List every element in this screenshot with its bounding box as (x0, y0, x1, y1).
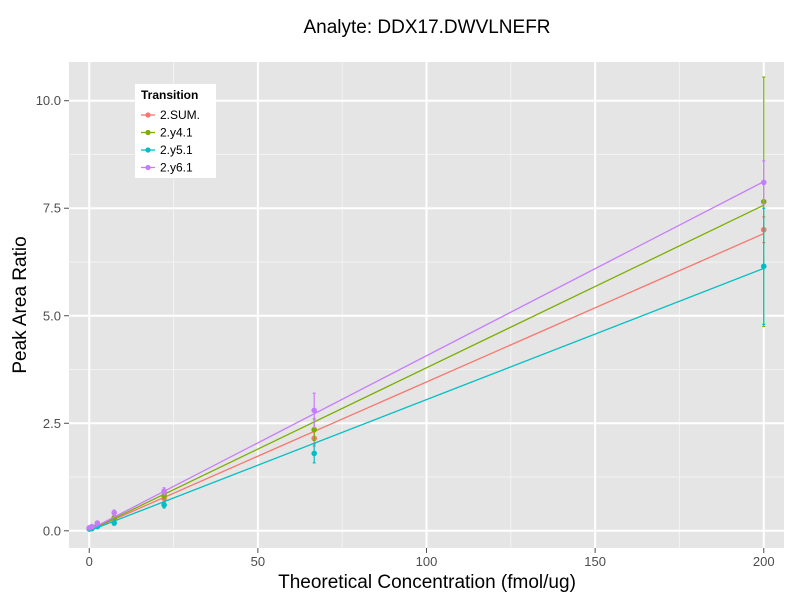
legend-label: 2.y5.1 (160, 143, 193, 157)
series-layer (86, 76, 767, 532)
legend-item: 2.y4.1 (141, 126, 193, 140)
x-axis-title: Theoretical Concentration (fmol/ug) (278, 572, 576, 593)
data-point (311, 407, 317, 414)
series-fit-line (88, 233, 765, 531)
x-tick-label: 200 (753, 554, 775, 569)
series-fit-line (89, 267, 764, 532)
x-tick-label: 100 (416, 554, 438, 569)
y-axis-title: Peak Area Ratio (10, 236, 31, 373)
y-tick-label: 7.5 (43, 201, 61, 216)
legend-key-point (145, 147, 151, 153)
data-point (161, 488, 167, 495)
legend-label: 2.SUM. (160, 108, 200, 122)
y-tick-label: 5.0 (43, 308, 61, 323)
y-tick-label: 10.0 (36, 93, 61, 108)
data-point (311, 450, 317, 457)
x-tick-label: 50 (251, 554, 265, 569)
series-fit-line (88, 180, 765, 531)
data-point (111, 509, 117, 516)
legend-label: 2.y4.1 (160, 126, 193, 140)
data-point (161, 502, 167, 508)
data-point (311, 426, 317, 433)
axis-layer: 0 50 100 150 200 0.0 2.5 5.0 7.5 10.0 (36, 93, 775, 569)
y-tick-label: 0.0 (43, 523, 61, 538)
y-tick-label: 2.5 (43, 416, 61, 431)
legend-key-point (145, 129, 151, 136)
data-point (94, 520, 101, 526)
legend-items: 2.SUM. 2.y4.1 2.y5.1 2.y6.1 (141, 108, 200, 175)
series-4 (86, 160, 767, 531)
data-point (760, 263, 767, 270)
series-fit-line (88, 204, 765, 531)
x-tick-label: 150 (584, 554, 606, 569)
data-point (760, 179, 767, 186)
data-point (89, 523, 95, 530)
legend-item: 2.SUM. (141, 108, 200, 122)
legend-item: 2.y6.1 (141, 161, 193, 175)
x-tick-label: 0 (86, 554, 93, 569)
legend: Transition 2.SUM. 2.y4.1 2.y5.1 2.y6.1 (135, 84, 216, 178)
legend-key-point (145, 112, 151, 118)
chart-title: Analyte: DDX17.DWVLNEFR (303, 17, 550, 38)
data-point (111, 520, 117, 526)
legend-key-point (145, 164, 151, 171)
legend-title: Transition (141, 88, 198, 102)
legend-label: 2.y6.1 (160, 161, 193, 175)
legend-item: 2.y5.1 (141, 143, 193, 157)
